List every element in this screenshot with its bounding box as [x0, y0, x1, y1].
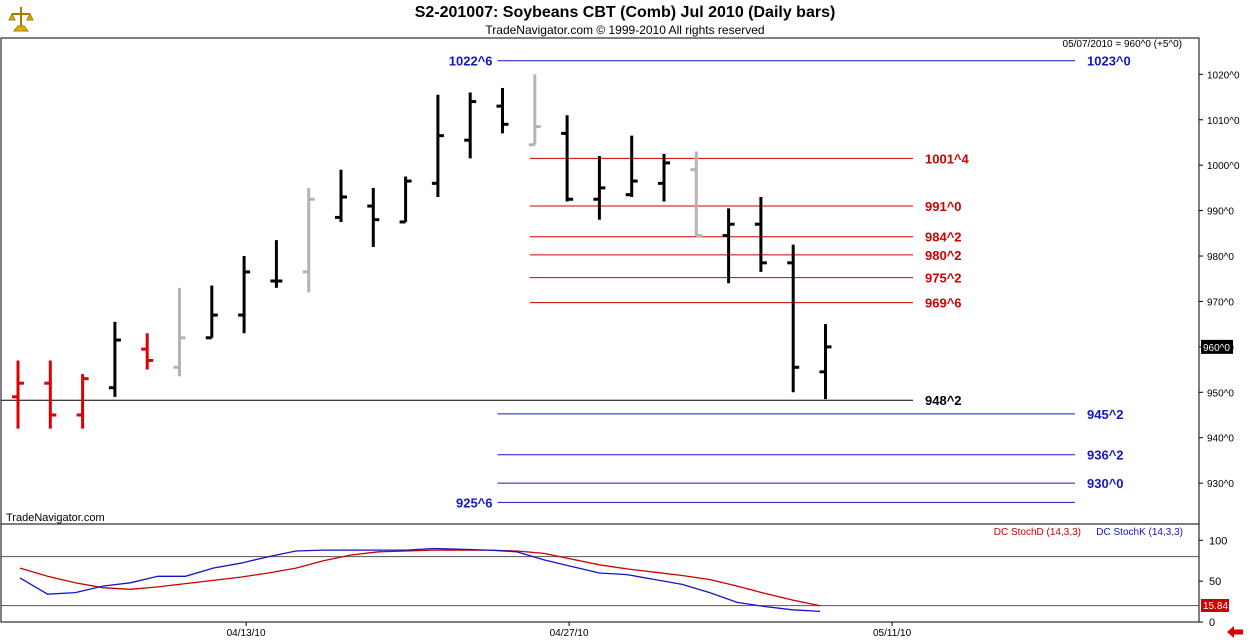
stoch-y-tick-label: 0: [1209, 617, 1215, 629]
status-readout: 05/07/2010 = 960^0 (+5^0): [1063, 39, 1182, 50]
chart-subtitle: TradeNavigator.com © 1999-2010 All right…: [485, 23, 765, 37]
y-tick-label: 950^0: [1207, 388, 1234, 399]
level-label: 945^2: [1087, 407, 1124, 422]
last-price-label: 960^0: [1203, 343, 1230, 354]
back-arrow-icon[interactable]: [1226, 625, 1244, 639]
level-label: 1001^4: [925, 151, 970, 166]
watermark-text: TradeNavigator.com: [6, 512, 105, 524]
level-label: 991^0: [925, 199, 962, 214]
last-price-marker: [1201, 339, 1233, 354]
y-tick-label: 980^0: [1207, 252, 1234, 263]
level-label: 936^2: [1087, 448, 1124, 463]
x-tick-label: 04/13/10: [227, 628, 266, 639]
y-tick-label: 1000^0: [1207, 161, 1240, 172]
y-tick-label: 940^0: [1207, 434, 1234, 445]
chart-title: S2-201007: Soybeans CBT (Comb) Jul 2010 …: [414, 4, 836, 21]
level-label: 1023^0: [1087, 54, 1131, 69]
x-tick-label: 04/27/10: [550, 628, 589, 639]
level-label: 930^0: [1087, 476, 1124, 491]
level-label: 948^2: [925, 393, 962, 408]
y-tick-label: 970^0: [1207, 297, 1234, 308]
stoch-series-line: [19, 547, 821, 613]
stoch-series-line: [19, 549, 821, 607]
legend-stochd: DC StochD (14,3,3): [994, 527, 1081, 538]
level-label: 969^6: [925, 296, 962, 311]
level-label: 980^2: [925, 248, 962, 263]
stoch-last-value-label: 15.84: [1203, 601, 1228, 612]
level-label: 975^2: [925, 271, 962, 286]
y-tick-label: 990^0: [1207, 207, 1234, 218]
stoch-y-tick-label: 100: [1209, 535, 1227, 547]
y-tick-label: 930^0: [1207, 479, 1234, 490]
stoch-y-tick-label: 50: [1209, 576, 1221, 588]
level-label: 1022^6: [449, 54, 493, 69]
y-tick-label: 1010^0: [1207, 116, 1240, 127]
tradenavigator-logo-icon: [6, 4, 36, 34]
level-label: 925^6: [456, 495, 493, 510]
stoch-last-value-marker: [1201, 599, 1229, 612]
x-tick-label: 05/11/10: [873, 628, 912, 639]
y-tick-label: 1020^0: [1207, 70, 1240, 81]
legend-stochk: DC StochK (14,3,3): [1096, 527, 1183, 538]
level-label: 984^2: [925, 230, 962, 245]
